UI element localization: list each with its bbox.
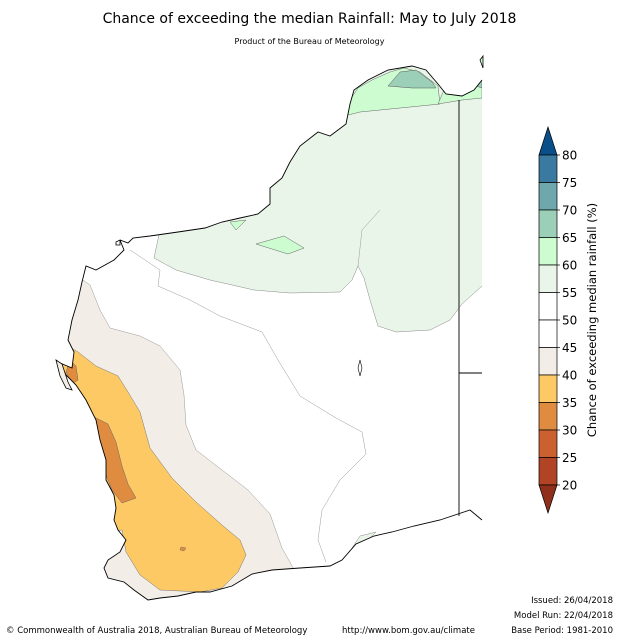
legend-swatch (538, 402, 558, 431)
legend-arrow-bottom (538, 484, 558, 515)
legend-swatch (538, 292, 558, 321)
island-north-east (479, 54, 484, 69)
legend-tick-label: 30 (562, 424, 577, 438)
legend-swatch (538, 457, 558, 486)
legend-swatch (538, 374, 558, 403)
legend-swatch (538, 429, 558, 458)
map-title: Chance of exceeding the median Rainfall:… (102, 11, 517, 27)
region-30-35-spot (179, 546, 187, 552)
bom-climate-link[interactable]: http://www.bom.gov.au/climate (342, 626, 475, 636)
legend-swatch (538, 237, 558, 266)
legend-tick-label: 40 (562, 369, 577, 383)
legend-tick-label: 45 (562, 341, 577, 355)
region-60-65-inland (255, 235, 305, 255)
contour-line-north (129, 249, 367, 563)
legend-tick-label: 75 (562, 176, 577, 190)
copyright-text: © Commonwealth of Australia 2018, Austra… (6, 626, 308, 636)
legend-tick-label: 35 (562, 396, 577, 410)
legend-tick-label: 25 (562, 451, 577, 465)
lake-inland (357, 359, 363, 377)
legend-tick-label: 55 (562, 286, 577, 300)
coastline (59, 65, 483, 601)
legend-tick-label: 80 (562, 149, 577, 163)
legend-arrow-top (538, 125, 558, 156)
legend-tick-label: 50 (562, 314, 577, 328)
legend-tick-label: 70 (562, 204, 577, 218)
issued-date: Issued: 26/04/2018 (531, 596, 613, 606)
region-60-65-coast (229, 219, 247, 231)
contour-line-east (357, 209, 381, 267)
map-subtitle: Product of the Bureau of Meteorology (234, 37, 385, 46)
region-55-60 (149, 66, 482, 333)
legend-tick-label: 20 (562, 479, 577, 493)
region-65-70 (387, 69, 437, 89)
legend-tick-label: 65 (562, 231, 577, 245)
legend-swatch (538, 319, 558, 348)
legend-swatch (538, 209, 558, 238)
legend-label: Chance of exceeding median rainfall (%) (585, 203, 599, 437)
legend-swatch (538, 154, 558, 183)
legend-swatch (538, 347, 558, 376)
island-shark-bay (55, 359, 73, 391)
island-north (115, 239, 121, 246)
model-run-date: Model Run: 22/04/2018 (513, 611, 613, 621)
legend-tick-label: 60 (562, 259, 577, 273)
base-period: Base Period: 1981-2010 (511, 626, 613, 636)
legend-swatch (538, 182, 558, 211)
legend-swatch (538, 264, 558, 293)
